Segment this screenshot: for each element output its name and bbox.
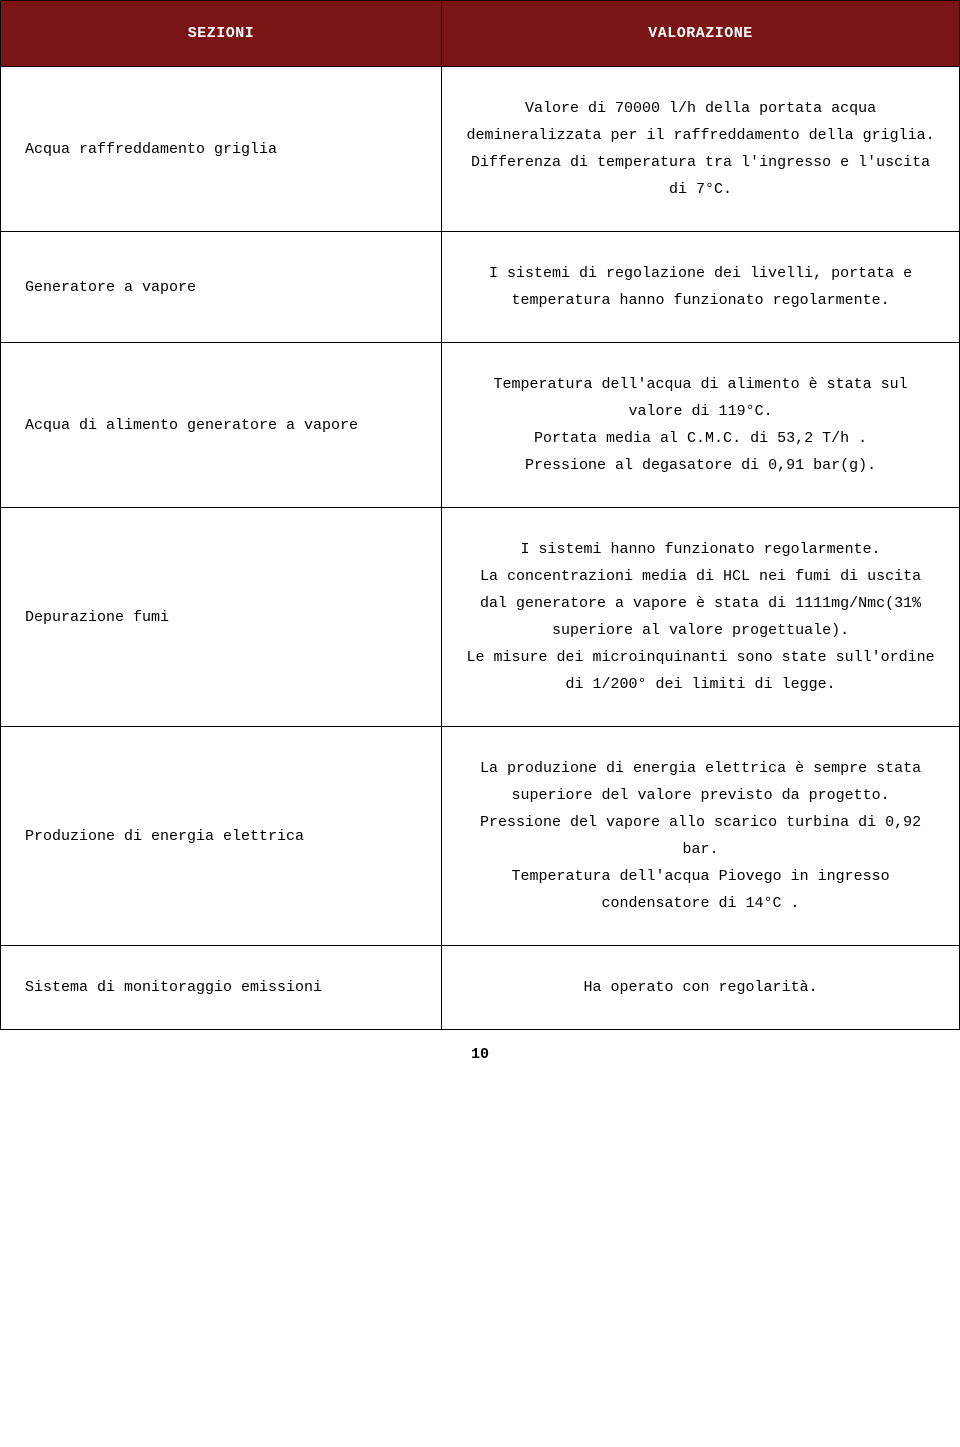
section-cell: Generatore a vapore — [1, 232, 442, 343]
value-cell: I sistemi hanno funzionato regolarmente.… — [442, 508, 960, 727]
value-cell: La produzione di energia elettrica è sem… — [442, 727, 960, 946]
table-row: Acqua di alimento generatore a vapore Te… — [1, 343, 960, 508]
table-row: Generatore a vapore I sistemi di regolaz… — [1, 232, 960, 343]
value-cell: I sistemi di regolazione dei livelli, po… — [442, 232, 960, 343]
table-row: Acqua raffreddamento griglia Valore di 7… — [1, 67, 960, 232]
table-row: Sistema di monitoraggio emissioni Ha ope… — [1, 946, 960, 1030]
data-table: SEZIONI VALORAZIONE Acqua raffreddamento… — [0, 0, 960, 1030]
section-cell: Produzione di energia elettrica — [1, 727, 442, 946]
table-header-row: SEZIONI VALORAZIONE — [1, 1, 960, 67]
table-row: Depurazione fumi I sistemi hanno funzion… — [1, 508, 960, 727]
header-sezioni: SEZIONI — [1, 1, 442, 67]
table-row: Produzione di energia elettrica La produ… — [1, 727, 960, 946]
value-cell: Ha operato con regolarità. — [442, 946, 960, 1030]
section-cell: Sistema di monitoraggio emissioni — [1, 946, 442, 1030]
table-body: Acqua raffreddamento griglia Valore di 7… — [1, 67, 960, 1030]
page-number: 10 — [0, 1046, 960, 1063]
page-container: SEZIONI VALORAZIONE Acqua raffreddamento… — [0, 0, 960, 1063]
value-cell: Temperatura dell'acqua di alimento è sta… — [442, 343, 960, 508]
header-valorazione: VALORAZIONE — [442, 1, 960, 67]
section-cell: Depurazione fumi — [1, 508, 442, 727]
section-cell: Acqua raffreddamento griglia — [1, 67, 442, 232]
section-cell: Acqua di alimento generatore a vapore — [1, 343, 442, 508]
value-cell: Valore di 70000 l/h della portata acqua … — [442, 67, 960, 232]
